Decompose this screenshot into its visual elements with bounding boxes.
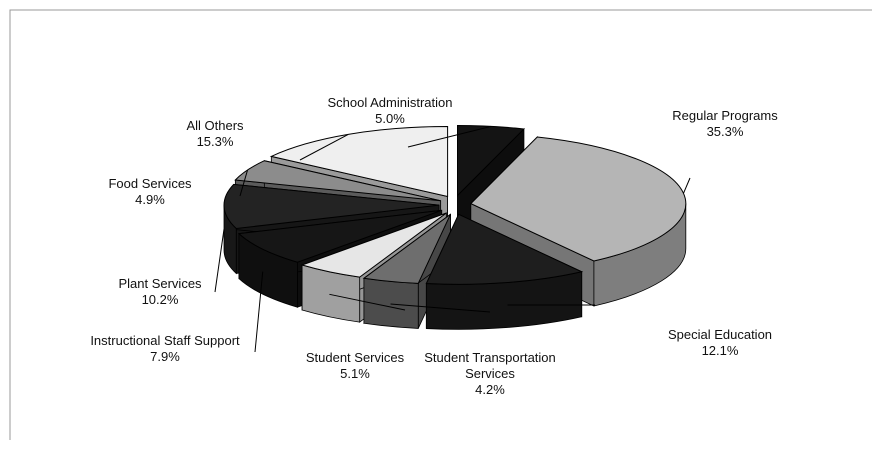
- leader-line: [299, 133, 349, 161]
- slice-top: [237, 209, 442, 263]
- slice-label-value: 4.9%: [135, 192, 165, 207]
- slice-label-value: 10.2%: [141, 292, 179, 307]
- slice-label-value: 4.2%: [475, 382, 505, 397]
- slice-label-value: 12.1%: [701, 343, 739, 358]
- slice-label: All Others 15.3%: [140, 118, 290, 150]
- slice-side-shade: [224, 205, 237, 274]
- leader-line: [683, 177, 691, 194]
- slice-label-value: 35.3%: [706, 124, 744, 139]
- slice-label-name: School Administration: [327, 95, 453, 110]
- slice-label-value: 5.1%: [340, 366, 370, 381]
- slice-label-name: Food Services: [108, 176, 192, 191]
- slice-top: [223, 183, 440, 230]
- slice-label-name: Plant Services: [118, 276, 202, 291]
- slice-label-name: Student Services: [305, 350, 405, 365]
- slice-label: Student Services 5.1%: [280, 350, 430, 382]
- slice-top: [362, 213, 451, 284]
- slice-side-shade: [238, 233, 298, 308]
- slice-label: Student Transportation Services 4.2%: [415, 350, 565, 398]
- frame: [9, 9, 872, 440]
- slice-label-value: 15.3%: [196, 134, 234, 149]
- slice-label-value: 5.0%: [375, 111, 405, 126]
- slice-label-name: Regular Programs: [672, 108, 778, 123]
- slice-top: [469, 136, 687, 262]
- slice-top: [269, 125, 449, 198]
- slice-top: [300, 212, 447, 278]
- leader-line: [239, 169, 249, 197]
- slice-label-name: All Others: [186, 118, 244, 133]
- slice-label: Plant Services 10.2%: [85, 276, 235, 308]
- slice-label: Special Education 12.1%: [645, 327, 795, 359]
- slice-label: Food Services 4.9%: [75, 176, 225, 208]
- slice: [362, 213, 451, 329]
- slice-label-value: 7.9%: [150, 349, 180, 364]
- leader-line: [407, 125, 492, 148]
- leader-line: [254, 271, 264, 353]
- leader-line: [329, 293, 406, 311]
- leader-line: [390, 303, 491, 313]
- slice-top: [234, 160, 441, 202]
- slice: [425, 213, 584, 330]
- slice-label-name: Special Education: [667, 327, 773, 342]
- slice-side-shade: [363, 278, 419, 329]
- slice-label: Regular Programs 35.3%: [650, 108, 800, 140]
- slice-side-shade: [593, 203, 686, 306]
- leader-line: [214, 228, 225, 293]
- slice-top: [457, 125, 526, 197]
- slice-top: [425, 213, 584, 285]
- slice-side-shade: [302, 264, 360, 323]
- slice-label-name: Student Transportation Services: [424, 350, 556, 381]
- slice-side-shade: [426, 271, 582, 330]
- slice-label: School Administration 5.0%: [315, 95, 465, 127]
- slice-label: Instructional Staff Support 7.9%: [90, 333, 240, 365]
- slice-label-name: Instructional Staff Support: [90, 333, 240, 348]
